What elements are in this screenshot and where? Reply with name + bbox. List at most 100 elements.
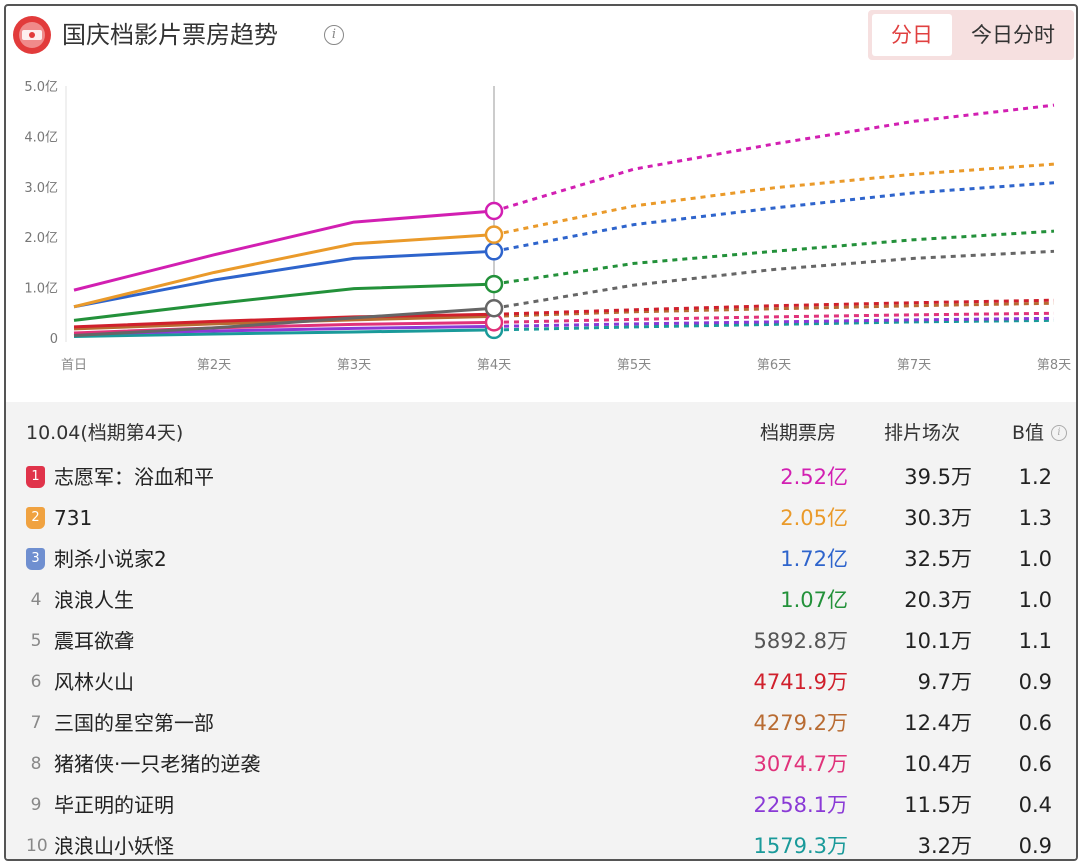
series-line-forecast — [493, 103, 1055, 213]
series-line-forecast — [493, 229, 1055, 286]
rank-badge-icon: 2 — [26, 507, 45, 529]
series-line-actual — [73, 209, 495, 292]
table-row[interactable]: 3 刺杀小说家2 1.72亿 32.5万 1.0 — [6, 540, 1076, 581]
tab-daily[interactable]: 分日 — [872, 14, 952, 56]
table-row[interactable]: 6 风林火山 4741.9万 9.7万 0.9 — [6, 663, 1076, 704]
series-line-forecast — [493, 249, 1055, 310]
screenings-value: 12.4万 — [904, 711, 972, 735]
series-point-marker — [484, 225, 504, 244]
movie-name: 志愿军：浴血和平 — [54, 465, 214, 489]
b-value-info-icon[interactable]: i — [1051, 425, 1067, 441]
movie-name: 三国的星空第一部 — [54, 711, 214, 735]
table-row[interactable]: 5 震耳欲聋 5892.8万 10.1万 1.1 — [6, 622, 1076, 663]
screenings-value: 32.5万 — [904, 547, 972, 571]
b-value: 1.0 — [1018, 547, 1052, 571]
y-tick-label: 2.0亿 — [24, 231, 58, 246]
rank-number: 7 — [30, 713, 42, 733]
box-office-value: 5892.8万 — [753, 629, 848, 653]
screenings-value: 10.1万 — [904, 629, 972, 653]
b-value: 1.2 — [1018, 465, 1052, 489]
rank-number: 10 — [26, 836, 48, 856]
b-value: 0.4 — [1018, 793, 1052, 817]
screenings-value: 39.5万 — [904, 465, 972, 489]
series-line-actual — [73, 282, 495, 322]
rank-number: 4 — [30, 590, 42, 610]
box-office-value: 3074.7万 — [753, 752, 848, 776]
y-tick-label: 4.0亿 — [24, 130, 58, 145]
b-value: 0.6 — [1018, 752, 1052, 776]
x-tick-label: 第6天 — [757, 358, 791, 373]
table-row[interactable]: 8 猪猪侠·一只老猪的逆袭 3074.7万 10.4万 0.6 — [6, 745, 1076, 786]
series-line-actual — [73, 312, 495, 329]
b-value: 0.6 — [1018, 711, 1052, 735]
trend-chart: 0 1.0亿 2.0亿 3.0亿 4.0亿 5.0亿 首日 第2天 第3天 第4天 第5天 第6天 第… — [6, 68, 1076, 402]
card-header: 国庆档影片票房趋势 i 分日 今日分时 — [6, 6, 1076, 68]
y-tick-label: 5.0亿 — [24, 80, 58, 95]
view-tabs: 分日 今日分时 — [868, 10, 1074, 60]
series-line-forecast — [493, 181, 1055, 253]
table-row[interactable]: 10 浪浪山小妖怪 1579.3万 3.2万 0.9 — [6, 827, 1076, 859]
x-tick-label: 第8天 — [1037, 358, 1071, 373]
page-title: 国庆档影片票房趋势 — [62, 21, 278, 49]
series-line-forecast — [493, 316, 1055, 328]
screenings-value: 10.4万 — [904, 752, 972, 776]
x-tick-label: 第3天 — [337, 358, 371, 373]
table-row[interactable]: 9 毕正明的证明 2258.1万 11.5万 0.4 — [6, 786, 1076, 827]
table-row[interactable]: 7 三国的星空第一部 4279.2万 12.4万 0.6 — [6, 704, 1076, 745]
column-header-box-office: 档期票房 — [760, 422, 837, 444]
rank-number: 9 — [30, 795, 42, 815]
info-icon[interactable]: i — [324, 25, 344, 45]
b-value: 1.0 — [1018, 588, 1052, 612]
b-value: 1.3 — [1018, 506, 1052, 530]
movie-name: 风林火山 — [54, 670, 134, 694]
column-header-screenings: 排片场次 — [884, 422, 961, 444]
rank-badge-icon: 3 — [26, 548, 45, 570]
screenings-value: 30.3万 — [904, 506, 972, 530]
series-line-actual — [73, 233, 495, 309]
b-value: 0.9 — [1018, 670, 1052, 694]
screenings-value: 9.7万 — [917, 670, 972, 694]
x-tick-label: 第4天 — [477, 358, 511, 373]
rank-number: 6 — [30, 672, 42, 692]
x-tick-label: 第5天 — [617, 358, 651, 373]
screenings-value: 20.3万 — [904, 588, 972, 612]
series-point-marker — [484, 242, 504, 261]
series-line-actual — [73, 306, 495, 337]
box-office-value: 4279.2万 — [753, 711, 848, 735]
series-line-actual — [73, 249, 495, 309]
movie-name: 猪猪侠·一只老猪的逆袭 — [54, 752, 261, 776]
box-office-value: 1.07亿 — [780, 588, 848, 612]
rank-number: 8 — [30, 754, 42, 774]
tab-today-hourly[interactable]: 今日分时 — [971, 23, 1055, 47]
film-reel-logo-icon — [13, 16, 51, 54]
series-line-forecast — [493, 162, 1055, 237]
x-tick-label: 第2天 — [197, 358, 231, 373]
movie-name: 震耳欲聋 — [54, 629, 134, 653]
series-line-forecast — [493, 301, 1055, 318]
table-row[interactable]: 2 731 2.05亿 30.3万 1.3 — [6, 499, 1076, 540]
table-row[interactable]: 1 志愿军：浴血和平 2.52亿 39.5万 1.2 — [6, 458, 1076, 499]
box-office-card: 国庆档影片票房趋势 i 分日 今日分时 0 1.0亿 2.0亿 3.0亿 4.0亿 5.0… — [4, 4, 1078, 861]
series-line-forecast — [493, 318, 1055, 332]
movie-name: 731 — [54, 506, 93, 530]
box-office-value: 2.52亿 — [780, 465, 848, 489]
movie-name: 刺杀小说家2 — [54, 547, 167, 571]
series-point-marker — [484, 299, 504, 318]
box-office-value: 2.05亿 — [780, 506, 848, 530]
series-point-marker — [484, 201, 504, 221]
series-line-forecast — [493, 311, 1055, 324]
box-office-value: 2258.1万 — [753, 793, 848, 817]
series-line-actual — [73, 328, 495, 338]
b-value: 0.9 — [1018, 834, 1052, 858]
column-header-b-value: B值 — [1012, 422, 1045, 444]
box-office-value: 1579.3万 — [753, 834, 848, 858]
screenings-value: 3.2万 — [917, 834, 972, 858]
ranking-table: 10.04(档期第4天) 档期票房 排片场次 B值 i 1 志愿军：浴血和平 2.5… — [6, 402, 1076, 859]
movie-name: 浪浪山小妖怪 — [54, 834, 174, 858]
box-office-value: 4741.9万 — [753, 670, 848, 694]
b-value: 1.1 — [1018, 629, 1052, 653]
rank-badge-icon: 1 — [26, 466, 45, 488]
x-tick-label: 第7天 — [897, 358, 931, 373]
table-row[interactable]: 4 浪浪人生 1.07亿 20.3万 1.0 — [6, 581, 1076, 622]
rank-number: 5 — [30, 631, 42, 651]
